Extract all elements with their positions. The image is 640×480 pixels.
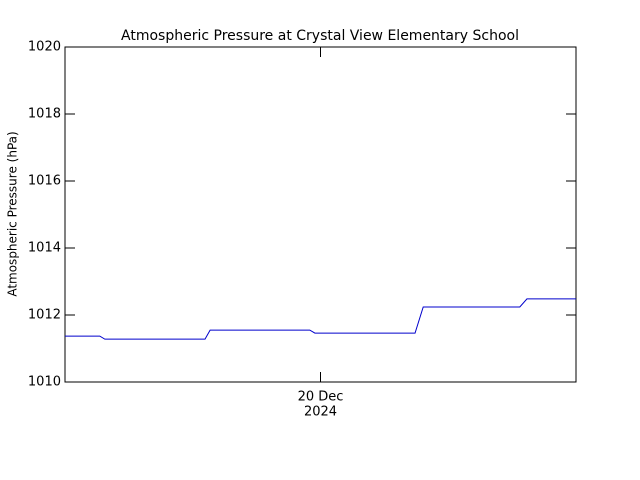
data-line bbox=[65, 298, 576, 340]
y-tick-label: 1016 bbox=[28, 174, 61, 189]
y-tick-label: 1012 bbox=[28, 308, 61, 323]
y-tick-label: 1018 bbox=[28, 107, 61, 122]
y-tick-label: 1020 bbox=[28, 40, 61, 55]
x-tick-label: 20 Dec bbox=[298, 390, 344, 405]
chart-title: Atmospheric Pressure at Crystal View Ele… bbox=[121, 28, 519, 44]
y-tick-label: 1010 bbox=[28, 375, 61, 390]
y-tick-label: 1014 bbox=[28, 241, 61, 256]
y-axis-label: Atmospheric Pressure (hPa) bbox=[6, 131, 20, 296]
x-tick-label: 2024 bbox=[304, 405, 337, 420]
